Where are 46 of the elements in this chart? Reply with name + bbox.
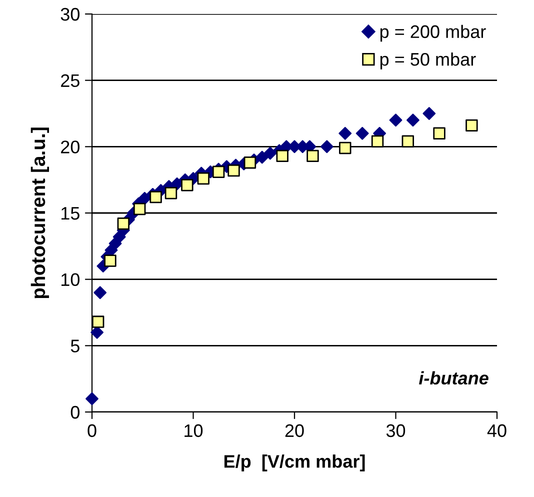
point [433,127,446,140]
legend-label: p = 200 mbar [380,24,486,42]
point [371,135,384,148]
point [402,135,414,148]
annotation: i-butane [419,371,488,385]
y-tick-label: 30 [60,8,80,21]
x-tick-label: 30 [386,424,406,438]
y-tick-label: 15 [61,207,80,220]
point [356,126,369,140]
point [276,150,288,162]
point [320,140,334,154]
legend-label: p = 50 mbar [380,52,476,70]
point [86,392,98,406]
point [197,172,210,185]
point [150,190,162,204]
point [339,142,352,154]
y-tick-label: 25 [61,74,80,88]
point [264,146,277,160]
point [164,186,178,200]
point [94,286,107,300]
point [306,150,319,162]
point [466,119,478,132]
point [228,164,240,177]
point [133,202,146,216]
point [181,179,194,192]
point [90,326,104,339]
point [117,218,130,230]
point [104,254,116,267]
point [389,114,402,127]
y-tick-label: 20 [61,140,80,154]
y-tick-label: 0 [70,406,80,419]
y-tick-label: 10 [61,273,80,286]
x-tick-label: 10 [184,424,203,438]
x-tick-label: 20 [285,424,304,438]
point [256,150,269,164]
point [406,114,420,127]
point [422,107,436,120]
point [92,316,104,328]
x-axis-title: E/p [V/cm mbar] [224,454,365,472]
y-tick-label: 5 [70,340,80,352]
point [212,166,225,178]
point [244,156,256,169]
point [338,126,352,140]
x-tick-label: 0 [88,424,96,438]
x-tick-label: 40 [487,424,506,438]
y-axis-title: photocurrent [a.u.] [30,128,49,298]
